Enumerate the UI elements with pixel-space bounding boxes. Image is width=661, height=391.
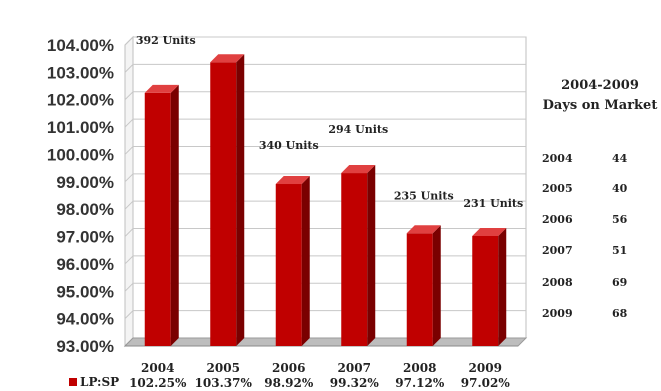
bar-2004 <box>144 84 179 347</box>
y-tick-label: 95.00% <box>56 282 114 301</box>
y-tick-label: 96.00% <box>56 255 114 274</box>
y-tick-label: 93.00% <box>56 337 114 356</box>
gridline <box>124 173 526 183</box>
x-value-label: 102.25% <box>129 376 187 390</box>
x-value-label: 97.12% <box>395 376 445 390</box>
y-tick-label: 102.00% <box>47 91 114 110</box>
days-on-market-year: 2004 <box>542 152 573 165</box>
units-label: 294 Units <box>328 123 388 136</box>
plot-area <box>124 35 527 348</box>
y-tick-label: 100.00% <box>47 145 114 164</box>
bar-2008 <box>406 225 441 346</box>
bar-top <box>341 165 376 174</box>
days-on-market-value: 40 <box>612 182 628 195</box>
y-tick-label: 94.00% <box>56 310 114 329</box>
bar-2007 <box>341 165 376 346</box>
days-on-market-year: 2007 <box>542 244 573 257</box>
bar-front <box>275 184 302 346</box>
bar-front <box>144 92 171 347</box>
plot-side-wall <box>124 35 134 348</box>
gridline <box>124 200 526 210</box>
bar-side <box>367 165 376 346</box>
bar-top <box>406 225 441 234</box>
bar-top <box>472 227 507 236</box>
units-label: 231 Units <box>463 197 523 210</box>
y-tick-label: 97.00% <box>56 228 114 247</box>
x-category-label: 2004 <box>141 361 174 375</box>
days-on-market-value: 56 <box>612 213 628 226</box>
bar-side <box>301 176 310 346</box>
x-value-label: 98.92% <box>264 376 314 390</box>
x-category-label: 2009 <box>469 361 502 375</box>
y-tick-label: 98.00% <box>56 200 114 219</box>
legend-swatch <box>69 378 77 386</box>
bar-front <box>472 235 499 346</box>
gridline <box>124 255 526 265</box>
bar-front <box>341 173 368 346</box>
units-label: 392 Units <box>136 34 196 47</box>
days-on-market-title-line2: Days on Market <box>542 98 658 113</box>
x-value-label: 97.02% <box>461 376 511 390</box>
bar-2006 <box>275 176 310 346</box>
y-tick-label: 103.00% <box>47 63 114 82</box>
days-on-market-row: 2009 68 <box>542 307 642 323</box>
days-on-market-value: 68 <box>612 307 628 320</box>
days-on-market-year: 2008 <box>542 276 573 289</box>
bar-side <box>236 54 245 347</box>
bar-top <box>210 54 245 63</box>
y-tick-label: 101.00% <box>47 118 114 137</box>
x-category-label: 2007 <box>338 361 371 375</box>
gridline <box>124 91 526 101</box>
bar-side <box>498 227 507 346</box>
bar-front <box>210 62 237 347</box>
gridline <box>124 63 526 73</box>
days-on-market-year: 2006 <box>542 213 573 226</box>
x-category-label: 2008 <box>403 361 436 375</box>
bar-2009 <box>472 227 507 346</box>
units-label: 235 Units <box>394 189 454 202</box>
days-on-market-title-line1: 2004-2009 <box>561 78 639 93</box>
x-value-label: 99.32% <box>330 376 380 390</box>
bars <box>144 54 507 347</box>
bar-side <box>432 225 441 346</box>
chart-floor <box>123 337 528 347</box>
y-axis-ticks: 93.00% 94.00% 95.00% 96.00% 97.00% 98.00% 99.0… <box>47 36 114 356</box>
days-on-market-year: 2005 <box>542 182 573 195</box>
days-on-market-year: 2009 <box>542 307 573 320</box>
days-on-market-row: 2007 51 <box>542 244 642 260</box>
y-tick-label: 104.00% <box>47 36 114 55</box>
legend-label: LP:SP <box>80 375 119 389</box>
gridline <box>124 36 526 46</box>
days-on-market-value: 44 <box>612 152 628 165</box>
days-on-market-row: 2004 44 <box>542 152 642 168</box>
bar-side <box>170 84 179 347</box>
days-on-market-row: 2006 56 <box>542 213 642 229</box>
legend: LP:SP <box>69 375 119 389</box>
days-on-market-row: 2005 40 <box>542 182 642 198</box>
floor-plane <box>123 337 528 347</box>
days-on-market-value: 69 <box>612 276 628 289</box>
x-value-label: 103.37% <box>195 376 253 390</box>
gridline <box>124 145 526 155</box>
gridline <box>124 310 526 319</box>
gridline <box>124 282 526 292</box>
days-on-market-row: 2008 69 <box>542 276 642 292</box>
x-category-label: 2006 <box>272 361 305 375</box>
bar-front <box>406 233 433 346</box>
gridlines <box>124 36 526 347</box>
y-tick-label: 99.00% <box>56 173 114 192</box>
bar-2005 <box>210 54 245 347</box>
x-category-label: 2005 <box>207 361 240 375</box>
bar-top <box>144 84 179 93</box>
gridline <box>124 118 526 128</box>
units-label: 340 Units <box>259 139 319 152</box>
days-on-market-value: 51 <box>612 244 628 257</box>
gridline <box>124 228 526 237</box>
bar-top <box>275 176 310 185</box>
plot-back-wall <box>132 36 527 339</box>
